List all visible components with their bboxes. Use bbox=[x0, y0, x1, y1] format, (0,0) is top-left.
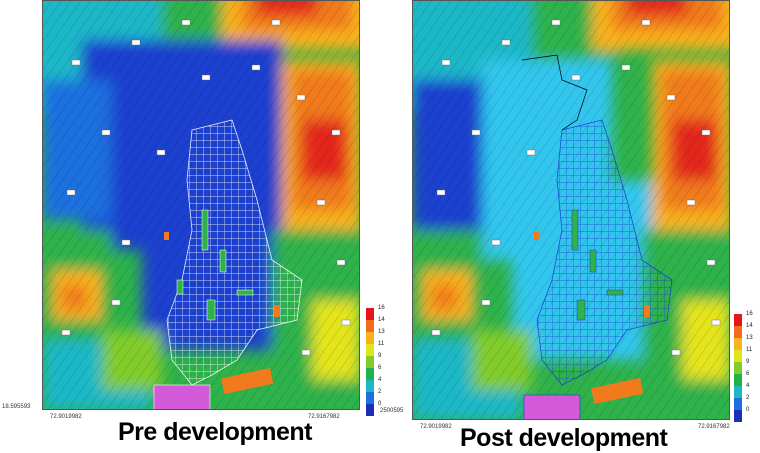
legend-label: 0 bbox=[746, 407, 750, 413]
legend-swatch bbox=[366, 392, 374, 404]
legend-swatch bbox=[734, 374, 742, 386]
legend-label: 13 bbox=[746, 335, 753, 341]
legend-swatch bbox=[734, 338, 742, 350]
post-development-map bbox=[412, 0, 730, 420]
legend-swatch bbox=[366, 344, 374, 356]
legend-label: 6 bbox=[378, 365, 382, 371]
legend-label: 4 bbox=[378, 377, 382, 383]
post-coord-bottom-left: 72.9019982 bbox=[420, 424, 452, 430]
pre-legend-bar bbox=[366, 308, 374, 416]
legend-swatch bbox=[734, 386, 742, 398]
legend-swatch bbox=[366, 356, 374, 368]
legend-label: 2 bbox=[378, 389, 382, 395]
legend-label: 16 bbox=[746, 311, 753, 317]
legend-label: 14 bbox=[746, 323, 753, 329]
legend-swatch bbox=[734, 362, 742, 374]
legend-swatch bbox=[734, 326, 742, 338]
legend-swatch bbox=[734, 350, 742, 362]
legend-label: 9 bbox=[378, 353, 382, 359]
legend-swatch bbox=[366, 404, 374, 416]
legend-swatch bbox=[734, 410, 742, 422]
pre-coord-left: 18.595593 bbox=[2, 404, 31, 410]
legend-label: 16 bbox=[378, 305, 385, 311]
legend-label: 0 bbox=[378, 401, 382, 407]
post-development-panel: 2500595 72.9019982 72.9167982 16 14 13 11 9 6… bbox=[380, 0, 760, 452]
legend-label: 6 bbox=[746, 371, 750, 377]
pre-development-map bbox=[42, 0, 360, 410]
legend-swatch bbox=[734, 314, 742, 326]
post-coord-left: 2500595 bbox=[380, 408, 404, 414]
legend-label: 13 bbox=[378, 329, 385, 335]
legend-swatch bbox=[366, 380, 374, 392]
legend-label: 14 bbox=[378, 317, 385, 323]
legend-label: 4 bbox=[746, 383, 750, 389]
legend-swatch bbox=[366, 332, 374, 344]
pre-elevation-legend: 16 14 13 11 9 6 4 2 0 bbox=[366, 305, 396, 418]
post-elevation-legend: 16 14 13 11 9 6 4 2 0 bbox=[734, 311, 760, 424]
legend-label: 11 bbox=[746, 347, 753, 353]
legend-swatch bbox=[366, 320, 374, 332]
post-development-caption: Post development bbox=[460, 424, 668, 452]
pre-coord-bottom-left: 72.9019982 bbox=[50, 414, 82, 420]
legend-label: 2 bbox=[746, 395, 750, 401]
pre-development-panel: 18.595593 72.9019982 72.9167982 16 14 13 11… bbox=[0, 0, 385, 450]
legend-swatch bbox=[734, 398, 742, 410]
pre-coord-bottom-right: 72.9167982 bbox=[308, 414, 340, 420]
legend-swatch bbox=[366, 308, 374, 320]
legend-label: 11 bbox=[378, 341, 385, 347]
post-legend-bar bbox=[734, 314, 742, 422]
post-coord-bottom-right: 72.9167982 bbox=[698, 424, 730, 430]
legend-swatch bbox=[366, 368, 374, 380]
legend-label: 9 bbox=[746, 359, 750, 365]
pre-development-caption: Pre development bbox=[118, 418, 312, 446]
